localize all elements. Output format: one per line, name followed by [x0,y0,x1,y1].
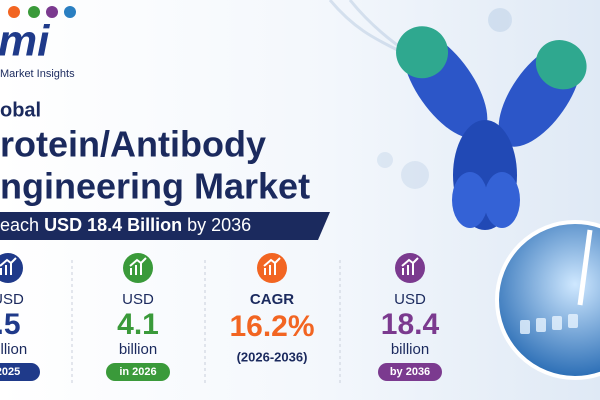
stat-value: 16.2% [229,310,314,343]
lab-image [495,220,600,380]
stat-icon-chart [401,257,419,275]
stat-label: USD [394,291,426,308]
stat-icon-chart [263,257,281,275]
headline-line: obal [0,99,41,121]
stat-tag-pill [0,363,40,381]
banner-text: each USD 18.4 Billion by 2036 [0,215,251,235]
headline-line: rotein/Antibody [0,124,266,165]
headline-line: ngineering Market [0,166,310,207]
stat-tag: 2025 [0,366,20,378]
stat-label: USD [0,291,24,308]
stat-value: 18.4 [381,308,440,341]
banner-lead: each [0,215,39,235]
stat-label: USD [122,291,154,308]
stat-tag-pill [106,363,170,381]
banner-tail: by 2036 [187,215,251,235]
stat-tag: by 2036 [390,366,430,378]
stat-tag: in 2026 [119,366,156,378]
banner-highlight: USD 18.4 Billion [44,215,182,235]
stat-icon-chart [0,257,17,275]
logo-tagline: Market Insights [0,68,75,80]
stat-unit: (2026-2036) [237,349,308,364]
stat-tag-pill [378,363,442,381]
antibody-illustration [396,26,587,230]
stat-value: .5 [0,308,21,341]
stat-unit: billion [119,341,157,358]
dividers [71,260,341,385]
logo-mark: mi [0,17,50,66]
stat-unit: billion [391,341,429,358]
logo: mi Market Insights [0,6,76,80]
banner [0,212,330,240]
stat-value: 4.1 [117,308,159,341]
stat-icon-chart [129,257,147,275]
stat-label: CAGR [250,291,294,308]
stat-icon [123,253,153,283]
stat-icon [395,253,425,283]
stat-unit: billion [0,341,27,358]
stat-icon [257,253,287,283]
